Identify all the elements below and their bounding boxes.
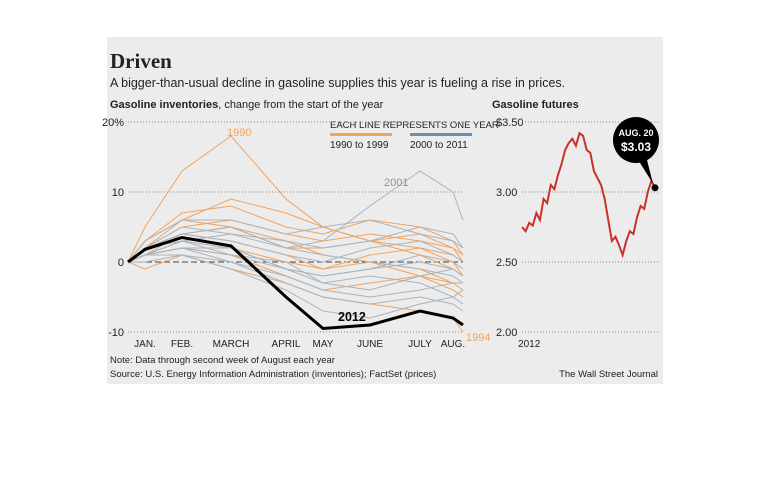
line bbox=[521, 131, 656, 259]
legend-swatch bbox=[410, 133, 472, 136]
line bbox=[127, 135, 464, 277]
y-tick-label: 2.50 bbox=[496, 257, 517, 269]
x-tick-label: 2012 bbox=[518, 339, 541, 350]
end-dot bbox=[651, 184, 659, 192]
legend-label: 2000 to 2011 bbox=[410, 140, 468, 151]
x-tick-label: FEB. bbox=[171, 339, 193, 350]
line bbox=[127, 219, 464, 263]
line bbox=[127, 198, 464, 263]
legend-label: 1990 to 1999 bbox=[330, 140, 389, 151]
x-tick-label: MARCH bbox=[213, 339, 250, 350]
left-title-sub: , change from the start of the year bbox=[218, 99, 383, 111]
x-tick-label: AUG. bbox=[441, 339, 465, 350]
series-label: 1994 bbox=[466, 332, 490, 344]
right-title: Gasoline futures bbox=[492, 99, 579, 111]
x-tick-label: JUNE bbox=[357, 339, 383, 350]
left-title: Gasoline inventories, change from the st… bbox=[110, 99, 384, 111]
note: Note: Data through second week of August… bbox=[110, 355, 335, 366]
x-tick-label: MAY bbox=[313, 339, 334, 350]
y-tick-label: 3.00 bbox=[496, 187, 517, 199]
series-label: 2012 bbox=[338, 310, 366, 324]
y-tick-label: 0 bbox=[118, 257, 124, 269]
y-tick-label: $3.50 bbox=[496, 117, 524, 129]
line bbox=[127, 254, 463, 298]
y-tick-label: 20% bbox=[102, 117, 124, 129]
legend-swatch bbox=[330, 133, 392, 136]
annotation-date: AUG. 20 bbox=[618, 128, 653, 138]
y-tick-label: 10 bbox=[112, 187, 124, 199]
x-tick-label: APRIL bbox=[272, 339, 301, 350]
callout bbox=[613, 117, 659, 163]
series-label: 1990 bbox=[227, 127, 251, 139]
subtitle: A bigger-than-usual decline in gasoline … bbox=[110, 76, 565, 90]
title: Driven bbox=[110, 49, 172, 73]
annotation-price: $3.03 bbox=[621, 140, 651, 154]
line bbox=[127, 226, 464, 263]
line bbox=[128, 254, 464, 319]
legend-title: EACH LINE REPRESENTS ONE YEAR bbox=[330, 120, 499, 131]
line bbox=[127, 247, 464, 291]
callout bbox=[637, 158, 653, 184]
series-label: 2001 bbox=[384, 177, 408, 189]
line bbox=[127, 235, 464, 331]
x-tick-label: JULY bbox=[408, 339, 432, 350]
credit: The Wall Street Journal bbox=[559, 369, 658, 380]
y-tick-label: 2.00 bbox=[496, 327, 517, 339]
x-tick-label: JAN. bbox=[134, 339, 156, 350]
source: Source: U.S. Energy Information Administ… bbox=[110, 369, 436, 380]
y-tick-label: -10 bbox=[108, 327, 124, 339]
left-title-main: Gasoline inventories bbox=[110, 99, 218, 111]
